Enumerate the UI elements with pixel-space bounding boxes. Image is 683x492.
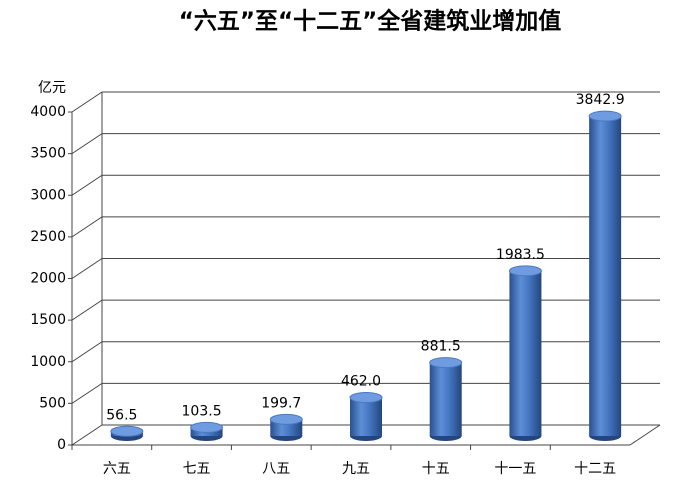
y-tick-label: 3500 [30,146,66,162]
floor-edge [629,424,661,446]
value-label: 103.5 [182,403,222,419]
y-tick-label: 500 [39,395,66,411]
grid-line [71,258,103,279]
x-tick-label: 十一五 [494,461,536,477]
bar-cap [269,413,303,425]
y-tick-label: 2500 [30,229,66,245]
grid-line [71,174,103,196]
bar [589,116,622,436]
x-tick-label: 八五 [262,461,290,477]
y-tick-label: 0 [57,437,66,453]
x-tick-label: 七五 [183,461,211,477]
x-tick-label: 六五 [103,461,131,477]
bar-cap [190,421,224,433]
grid-line [71,133,103,155]
bar [429,362,462,436]
value-label: 3842.9 [576,92,625,108]
y-tick-label: 4000 [30,104,66,120]
y-tick-label: 1000 [30,354,66,370]
value-label: 881.5 [421,339,461,355]
y-tick-label: 2000 [30,271,66,287]
bar-cap [349,392,383,404]
y-axis-label: 亿元 [38,80,66,96]
bar [350,397,382,436]
grid-line [71,216,103,238]
y-tick-label: 1500 [30,312,66,328]
bar-cap [508,265,542,277]
bar-cap [429,357,463,369]
grid-line [71,424,103,446]
grid-line [71,382,103,404]
bar [509,270,542,436]
bar-cap [588,110,622,122]
y-tick-label: 3000 [30,187,66,203]
value-label: 1983.5 [496,247,545,263]
value-label: 199.7 [261,395,301,411]
grid-line [71,91,103,113]
value-label: 462.0 [341,374,381,390]
x-tick-label: 十二五 [574,461,616,477]
value-label: 56.5 [106,407,137,423]
grid-line [71,341,103,363]
chart-title: “六五”至“十二五”全省建筑业增加值 [179,8,561,35]
x-tick-label: 十五 [422,461,450,477]
grid-line [71,299,103,321]
x-tick-label: 九五 [342,461,370,477]
bar-cap [110,425,144,437]
